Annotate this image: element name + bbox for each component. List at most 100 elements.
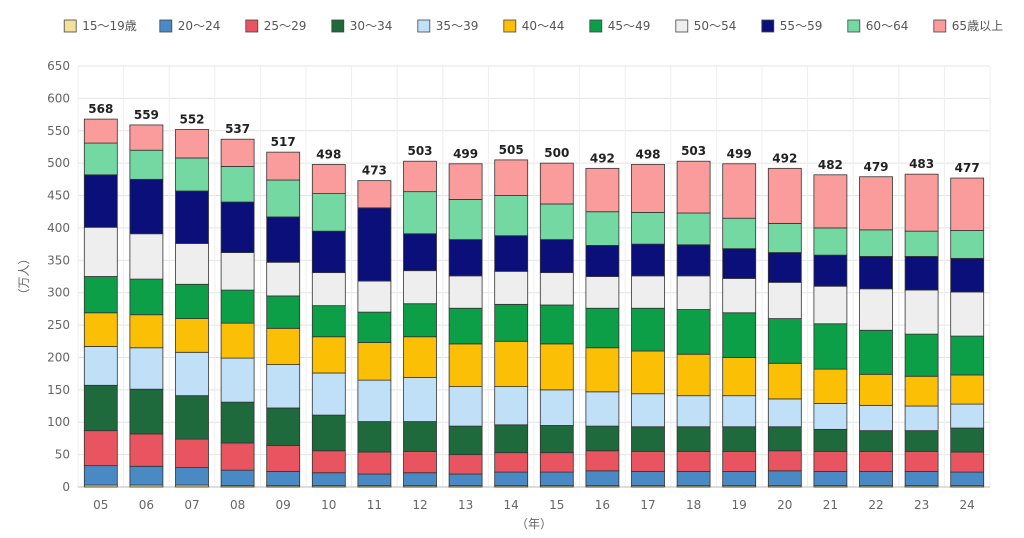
bar-segment	[950, 177, 985, 231]
total-label: 479	[863, 160, 888, 174]
bar-segment	[448, 275, 483, 309]
bar-segment	[448, 163, 483, 200]
bar-segment	[357, 421, 392, 453]
bar-segment	[859, 329, 893, 375]
legend-label: 60〜64	[866, 19, 909, 33]
grid-lines	[77, 65, 991, 488]
bar-segment	[403, 191, 437, 235]
bar-segment	[403, 336, 437, 378]
total-label: 568	[88, 102, 113, 116]
bar-segment	[83, 118, 118, 144]
legend: 15〜19歳 20〜24 25〜29 30〜34 35〜39 40〜44 45〜49 50〜5…	[63, 19, 1003, 33]
bar-segment	[175, 129, 209, 159]
bar-segment	[403, 270, 437, 305]
legend-swatch	[331, 19, 345, 33]
bar-segment	[813, 254, 848, 287]
x-tick-label: 11	[367, 498, 382, 512]
x-tick-label: 24	[960, 498, 975, 512]
x-tick-label: 18	[686, 498, 701, 512]
legend-swatch	[503, 19, 517, 33]
legend-label: 65歳以上	[952, 19, 1003, 33]
total-label: 498	[635, 147, 660, 161]
bar-segment	[494, 159, 529, 196]
bar-segment	[220, 252, 255, 291]
bar-segment	[676, 353, 711, 397]
bar-segment	[767, 450, 802, 472]
bar-segment	[494, 452, 529, 473]
bar-segment	[129, 278, 164, 316]
bar-segment	[631, 350, 665, 395]
bar-segment	[813, 403, 848, 430]
bar-segment	[859, 373, 893, 406]
bar-segment	[767, 426, 802, 452]
bar-segment	[631, 471, 665, 487]
bar-segment	[859, 288, 893, 331]
bar-segment	[448, 343, 483, 388]
bar-segment	[539, 304, 574, 345]
bar-segment	[129, 149, 164, 180]
y-tick-label: 150	[47, 383, 70, 397]
y-tick-label: 50	[55, 448, 70, 462]
bar-segment	[129, 233, 164, 280]
bar-segment	[904, 430, 939, 452]
bar-segment	[83, 384, 118, 432]
bar-segment	[676, 309, 711, 355]
bar-segment	[585, 347, 620, 393]
legend-label: 35〜39	[436, 19, 479, 33]
bar-segment	[676, 450, 711, 472]
bar-segment	[266, 364, 301, 409]
bar-segment	[767, 167, 802, 224]
bar-segment	[129, 388, 164, 435]
bar-segment	[403, 472, 437, 487]
bar-segment	[175, 395, 209, 440]
legend-swatch	[63, 19, 77, 33]
bar-segment	[585, 276, 620, 309]
bar-segment	[904, 173, 939, 232]
bar-segment	[220, 401, 255, 444]
y-tick-label: 100	[47, 415, 70, 429]
bar-segment	[175, 283, 209, 320]
bar-segment	[311, 193, 346, 232]
bar-segment	[813, 450, 848, 472]
x-tick-label: 22	[868, 498, 883, 512]
bar-segment	[83, 430, 118, 467]
x-tick-label: 16	[595, 498, 610, 512]
bar-segment	[129, 178, 164, 235]
bar-segment	[859, 256, 893, 290]
bar-segment	[722, 278, 757, 314]
bar-segment	[266, 407, 301, 446]
total-label: 505	[499, 143, 524, 157]
bar-segment	[357, 180, 392, 209]
total-label: 492	[590, 151, 615, 165]
total-label: 503	[681, 144, 706, 158]
bar-segment	[813, 174, 848, 229]
bar-segment	[585, 167, 620, 213]
bar-segment	[950, 291, 985, 337]
bar-segment	[585, 307, 620, 349]
bar-segment	[859, 450, 893, 472]
y-tick-label: 600	[47, 91, 70, 105]
bar-segment	[494, 303, 529, 342]
bar-segment	[448, 307, 483, 345]
bar-segment	[950, 230, 985, 259]
x-axis: 05 06 07 08 09 10 11 12 13 14 15 16 17 18 19 20 21 22 23 24	[93, 498, 975, 512]
y-tick-label: 200	[47, 350, 70, 364]
total-label: 537	[225, 122, 250, 136]
total-label: 499	[727, 147, 752, 161]
bar-segment	[904, 230, 939, 257]
x-tick-label: 15	[549, 498, 564, 512]
bar-segment	[220, 357, 255, 403]
bar-segment	[403, 421, 437, 452]
legend-swatch	[159, 19, 173, 33]
bar-segment	[539, 425, 574, 454]
bar-segment	[357, 379, 392, 422]
total-label: 503	[407, 144, 432, 158]
legend-label: 25〜29	[264, 19, 307, 33]
total-label: 477	[955, 161, 980, 175]
bar-segment	[311, 164, 346, 194]
bar-segment	[129, 347, 164, 390]
bar-segment	[767, 398, 802, 428]
bar-segment	[722, 248, 757, 279]
bar-segment	[722, 163, 757, 219]
bar-segment	[950, 374, 985, 405]
